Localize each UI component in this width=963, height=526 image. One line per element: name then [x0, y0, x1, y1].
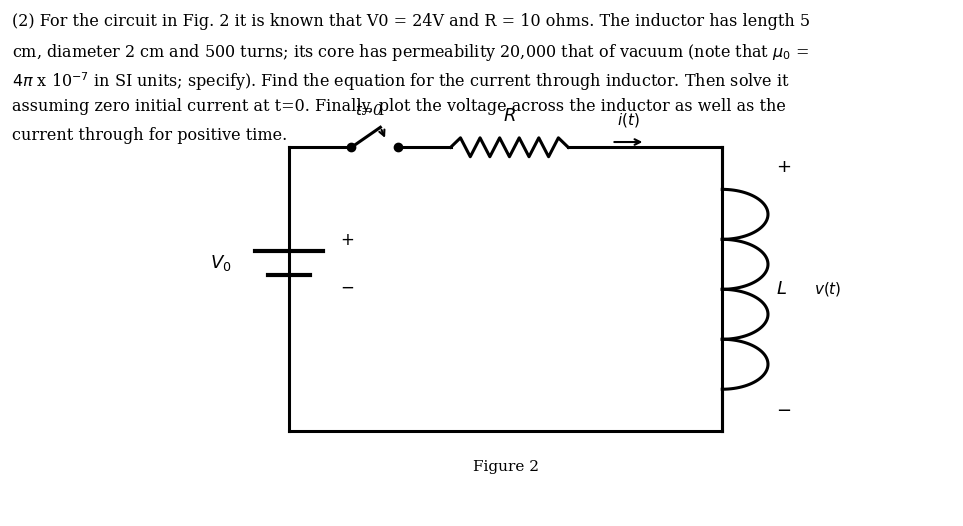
Text: $-$: $-$: [776, 400, 791, 418]
Text: $4\pi$ x 10$^{-7}$ in SI units; specify). Find the equation for the current thro: $4\pi$ x 10$^{-7}$ in SI units; specify)…: [12, 70, 790, 93]
Text: Figure 2: Figure 2: [473, 460, 538, 474]
Text: current through for positive time.: current through for positive time.: [12, 127, 287, 144]
Text: $i(t)$: $i(t)$: [617, 111, 639, 129]
Text: +: +: [776, 158, 791, 176]
Text: $v(t)$: $v(t)$: [815, 280, 842, 298]
Text: assuming zero initial current at t=0. Finally, plot the voltage across the induc: assuming zero initial current at t=0. Fi…: [12, 98, 786, 115]
Text: $R$: $R$: [503, 107, 516, 125]
Text: cm, diameter 2 cm and 500 turns; its core has permeability 20,000 that of vacuum: cm, diameter 2 cm and 500 turns; its cor…: [12, 42, 809, 63]
Text: +: +: [340, 230, 353, 249]
Text: $V_0$: $V_0$: [210, 253, 231, 273]
Text: (2) For the circuit in Fig. 2 it is known that V0 = 24V and R = 10 ohms. The ind: (2) For the circuit in Fig. 2 it is know…: [12, 13, 810, 30]
Text: $t$=0: $t$=0: [355, 103, 384, 118]
Text: $-$: $-$: [340, 278, 354, 296]
Text: $L$: $L$: [776, 280, 787, 298]
